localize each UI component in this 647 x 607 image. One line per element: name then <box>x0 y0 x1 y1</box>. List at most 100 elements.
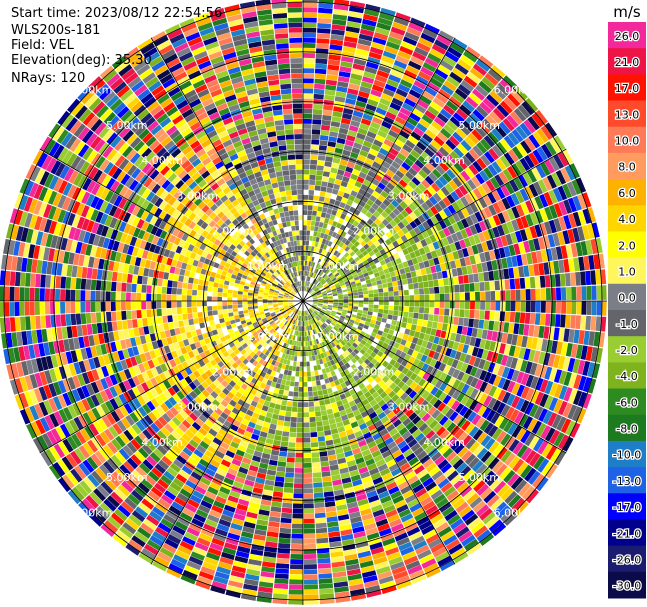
velocity-gate <box>303 7 318 13</box>
velocity-gate <box>392 21 408 31</box>
velocity-gate <box>311 376 316 382</box>
velocity-gate <box>499 155 511 168</box>
velocity-gate <box>456 173 467 185</box>
velocity-gate <box>336 259 343 265</box>
velocity-gate <box>310 159 318 165</box>
velocity-gate <box>312 297 318 300</box>
velocity-gate <box>401 322 407 329</box>
velocity-gate <box>391 199 400 208</box>
velocity-gate <box>313 98 324 105</box>
velocity-gate <box>414 103 427 114</box>
velocity-gate <box>232 308 238 312</box>
velocity-gate <box>181 301 187 308</box>
velocity-gate <box>491 189 501 202</box>
velocity-gate <box>356 259 363 265</box>
velocity-gate <box>364 321 371 327</box>
velocity-gate <box>321 280 327 285</box>
velocity-gate <box>436 189 446 200</box>
velocity-gate <box>560 273 566 287</box>
velocity-gate <box>421 230 429 239</box>
velocity-gate <box>269 454 279 461</box>
velocity-gate <box>313 279 317 284</box>
velocity-gate <box>459 352 467 362</box>
velocity-gate <box>439 161 450 172</box>
velocity-gate <box>454 259 462 268</box>
velocity-gate <box>449 165 460 177</box>
velocity-gate <box>315 180 322 186</box>
velocity-gate <box>312 119 322 125</box>
velocity-gate <box>303 230 307 236</box>
velocity-gate <box>516 335 523 347</box>
velocity-gate <box>448 135 460 147</box>
velocity-gate <box>414 294 420 301</box>
velocity-gate <box>548 397 559 412</box>
velocity-gate <box>480 154 491 167</box>
velocity-gate <box>561 149 574 165</box>
velocity-gate <box>560 167 571 183</box>
velocity-gate <box>519 157 531 171</box>
velocity-gate <box>318 201 324 207</box>
velocity-gate <box>480 291 486 301</box>
velocity-gate <box>275 471 285 478</box>
velocity-gate <box>293 483 303 489</box>
velocity-gate <box>309 266 312 272</box>
velocity-gate <box>483 167 494 179</box>
velocity-gate <box>433 336 440 345</box>
velocity-gate <box>286 401 293 407</box>
velocity-gate <box>533 406 544 420</box>
velocity-gate <box>348 257 354 263</box>
velocity-gate <box>303 412 310 418</box>
velocity-gate <box>416 122 428 133</box>
velocity-gate <box>421 165 432 176</box>
velocity-gate <box>423 287 430 295</box>
velocity-gate <box>197 312 203 318</box>
velocity-gate <box>291 523 303 529</box>
velocity-gate <box>404 295 410 301</box>
velocity-gate <box>208 315 214 321</box>
velocity-gate <box>373 304 379 309</box>
velocity-gate <box>514 86 528 101</box>
velocity-gate <box>364 66 378 75</box>
velocity-gate <box>237 301 243 305</box>
velocity-gate <box>360 23 376 32</box>
velocity-gate <box>425 129 437 140</box>
velocity-gate <box>389 211 397 220</box>
velocity-gate <box>314 288 320 292</box>
velocity-gate <box>304 286 306 292</box>
velocity-gate <box>423 189 433 199</box>
velocity-gate <box>523 348 531 361</box>
velocity-gate <box>431 154 442 165</box>
velocity-gate <box>490 290 496 301</box>
velocity-gate <box>322 389 328 395</box>
velocity-gate <box>366 218 374 226</box>
velocity-gate <box>411 257 419 265</box>
velocity-gate <box>393 342 400 349</box>
velocity-gate <box>573 257 580 272</box>
velocity-gate <box>495 141 508 155</box>
velocity-gate <box>541 143 553 159</box>
velocity-gate <box>323 486 334 493</box>
velocity-gate <box>303 245 306 251</box>
velocity-gate <box>417 183 427 193</box>
velocity-gate <box>344 246 351 252</box>
velocity-gate <box>320 288 326 292</box>
velocity-gate <box>390 69 403 79</box>
velocity-gate <box>328 296 333 299</box>
velocity-gate <box>537 179 548 193</box>
velocity-gate <box>330 39 344 46</box>
velocity-gate <box>326 235 332 241</box>
velocity-gate <box>326 278 332 283</box>
velocity-gate <box>328 247 334 253</box>
velocity-gate <box>70 313 77 326</box>
velocity-gate <box>360 316 367 321</box>
velocity-gate <box>386 152 397 161</box>
velocity-gate <box>530 390 540 404</box>
velocity-gate <box>414 159 425 169</box>
velocity-gate <box>518 347 526 360</box>
velocity-gate <box>457 158 468 170</box>
velocity-gate <box>333 280 339 285</box>
velocity-gate <box>368 51 382 60</box>
velocity-gate <box>346 93 358 101</box>
velocity-gate <box>336 86 348 93</box>
velocity-gate <box>454 188 464 199</box>
